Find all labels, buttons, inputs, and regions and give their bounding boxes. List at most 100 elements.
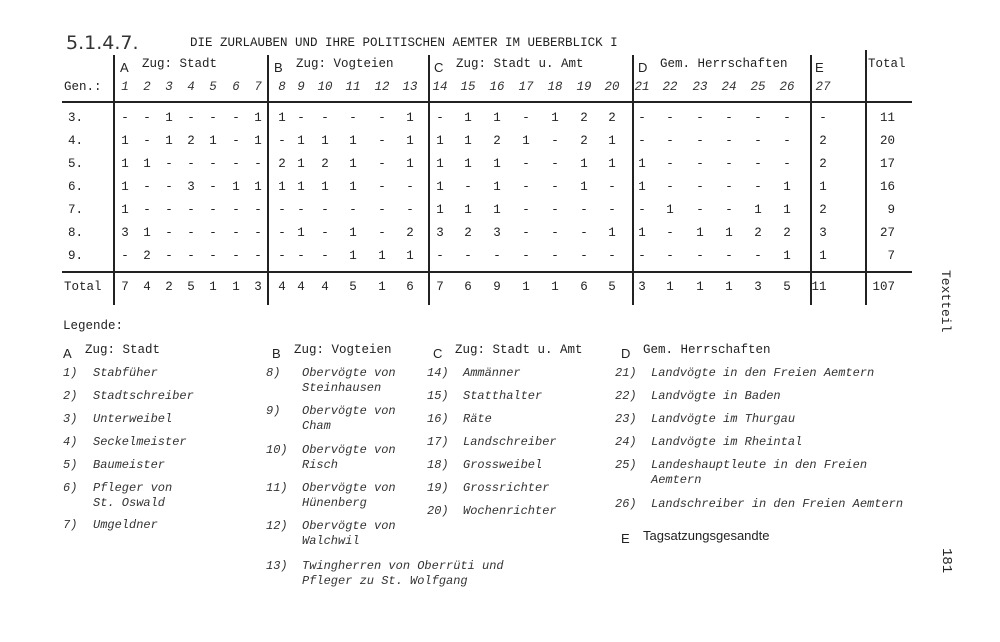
table-cell: - xyxy=(522,249,530,263)
column-number: 27 xyxy=(815,80,831,94)
table-cell: 3 xyxy=(493,226,501,240)
total-cell: 5 xyxy=(349,280,357,294)
column-number: 15 xyxy=(460,80,476,94)
table-cell: - xyxy=(254,157,262,171)
column-number: 8 xyxy=(278,80,286,94)
table-cell: - xyxy=(209,249,217,263)
table-cell: - xyxy=(378,226,386,240)
total-cell: 1 xyxy=(209,280,217,294)
table-cell: - xyxy=(493,249,501,263)
column-divider xyxy=(267,55,269,305)
legend-item-number: 13) xyxy=(266,559,288,573)
table-cell: 1 xyxy=(232,180,240,194)
table-cell: 1 xyxy=(493,203,501,217)
table-cell: 1 xyxy=(254,134,262,148)
table-cell: 1 xyxy=(297,134,305,148)
legend-item-number: 24) xyxy=(615,435,637,449)
table-cell: 1 xyxy=(580,180,588,194)
table-cell: 2 xyxy=(783,226,791,240)
table-cell: 1 xyxy=(436,134,444,148)
table-cell: - xyxy=(187,157,195,171)
table-cell: - xyxy=(321,226,329,240)
legend-item-number: 23) xyxy=(615,412,637,426)
table-cell: 1 xyxy=(608,157,616,171)
table-cell: 1 xyxy=(819,249,827,263)
table-cell: - xyxy=(209,111,217,125)
column-number: 7 xyxy=(254,80,262,94)
table-cell: - xyxy=(297,111,305,125)
column-divider xyxy=(428,55,430,305)
legend-item-text: Landschreiber xyxy=(463,435,557,449)
table-cell: - xyxy=(754,249,762,263)
table-cell: - xyxy=(754,111,762,125)
total-cell: 3 xyxy=(638,280,646,294)
table-cell: - xyxy=(321,111,329,125)
table-cell: 1 xyxy=(278,111,286,125)
table-cell: - xyxy=(143,111,151,125)
table-cell: 1 xyxy=(725,226,733,240)
table-cell: - xyxy=(551,249,559,263)
table-cell: 1 xyxy=(638,157,646,171)
table-cell: - xyxy=(378,180,386,194)
legend-item-number: 8) xyxy=(266,366,281,380)
table-cell: - xyxy=(121,249,129,263)
table-cell: 1 xyxy=(436,203,444,217)
table-cell: 1 xyxy=(819,180,827,194)
table-cell: 1 xyxy=(493,180,501,194)
legend-item-number: 12) xyxy=(266,519,288,533)
table-cell: 1 xyxy=(321,134,329,148)
table-cell: 1 xyxy=(608,134,616,148)
table-cell: 2 xyxy=(143,249,151,263)
legend-item-text: Baumeister xyxy=(93,458,166,472)
total-rule xyxy=(62,271,912,273)
table-cell: 2 xyxy=(754,226,762,240)
table-cell: - xyxy=(696,157,704,171)
total-cell: 1 xyxy=(232,280,240,294)
table-cell: 1 xyxy=(349,157,357,171)
table-cell: 2 xyxy=(819,203,827,217)
legend-item-number: 20) xyxy=(427,504,449,518)
legend-item-number: 19) xyxy=(427,481,449,495)
table-cell: - xyxy=(143,203,151,217)
column-number: 19 xyxy=(576,80,592,94)
legend-item-text: Unterweibel xyxy=(93,412,173,426)
column-number: 10 xyxy=(317,80,333,94)
table-cell: - xyxy=(187,226,195,240)
legend-item-text: Grossweibel xyxy=(463,458,543,472)
table-cell: - xyxy=(666,134,674,148)
legend-item-number: 9) xyxy=(266,404,281,418)
legend-group-letter: D xyxy=(621,346,631,361)
table-cell: - xyxy=(608,203,616,217)
table-cell: 1 xyxy=(378,249,386,263)
gen-header: Gen.: xyxy=(64,80,102,94)
row-total: 20 xyxy=(879,134,895,148)
table-cell: 1 xyxy=(121,203,129,217)
table-cell: - xyxy=(754,134,762,148)
row-gen-label: 8. xyxy=(68,226,84,240)
table-cell: - xyxy=(522,226,530,240)
column-number: 13 xyxy=(402,80,418,94)
row-total: 17 xyxy=(879,157,895,171)
table-cell: 1 xyxy=(321,180,329,194)
table-cell: 1 xyxy=(754,203,762,217)
table-cell: - xyxy=(254,203,262,217)
table-cell: 3 xyxy=(121,226,129,240)
table-cell: - xyxy=(165,226,173,240)
table-cell: - xyxy=(406,180,414,194)
table-cell: 1 xyxy=(297,180,305,194)
table-cell: - xyxy=(187,203,195,217)
total-cell: 1 xyxy=(725,280,733,294)
table-cell: - xyxy=(406,203,414,217)
total-cell: 5 xyxy=(783,280,791,294)
total-cell: 7 xyxy=(436,280,444,294)
table-cell: - xyxy=(232,226,240,240)
page-title: DIE ZURLAUBEN UND IHRE POLITISCHEN AEMTE… xyxy=(190,36,618,50)
legend-item-number: 4) xyxy=(63,435,78,449)
legend-item-text: Pfleger zu St. Wolfgang xyxy=(302,574,468,588)
legend-item-number: 1) xyxy=(63,366,78,380)
legend-item-text: Seckelmeister xyxy=(93,435,187,449)
table-cell: 1 xyxy=(349,249,357,263)
table-cell: 1 xyxy=(493,157,501,171)
legend-item-text: Hünenberg xyxy=(302,496,367,510)
table-cell: 1 xyxy=(349,226,357,240)
